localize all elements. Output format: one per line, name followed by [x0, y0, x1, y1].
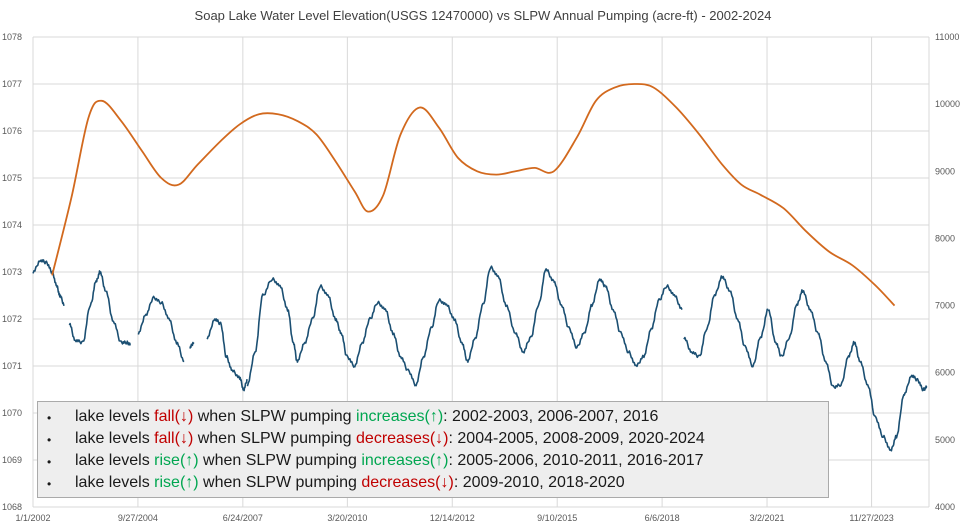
lake-level-line: [817, 332, 861, 390]
annotation-segment: decreases(↓): [356, 430, 449, 447]
lake-level-line: [415, 298, 469, 387]
y-left-tick-label: 1078: [2, 32, 22, 42]
bullet-icon: •: [47, 477, 52, 491]
annotation-segment: when SLPW pumping: [193, 430, 357, 447]
y-right-tick-label: 11000: [935, 32, 959, 42]
annotation-box: • lake levels fall(↓) when SLPW pumping i…: [37, 401, 829, 498]
annotation-segment: lake levels: [75, 452, 155, 469]
annotation-segment: lake levels: [75, 408, 155, 425]
y-left-tick-label: 1074: [2, 220, 22, 230]
y-left-tick-label: 1069: [2, 455, 22, 465]
y-left-tick-label: 1075: [2, 173, 22, 183]
y-right-tick-label: 6000: [935, 368, 955, 378]
lake-level-line: [296, 284, 356, 368]
lake-level-line: [189, 341, 195, 349]
y-right-tick-label: 4000: [935, 502, 955, 512]
x-tick-label: 1/1/2002: [15, 513, 50, 523]
lake-level-line: [105, 290, 131, 346]
annotation-segment: lake levels: [75, 474, 155, 491]
annotation-segment: : 2002-2003, 2006-2007, 2016: [443, 408, 659, 425]
x-tick-label: 3/20/2010: [327, 513, 367, 523]
lake-level-line: [604, 285, 645, 368]
lake-level-line: [553, 278, 607, 349]
annotation-segment: increases(↑): [361, 452, 449, 469]
x-tick-label: 6/6/2018: [645, 513, 680, 523]
y-left-tick-label: 1070: [2, 408, 22, 418]
bullet-icon: •: [47, 411, 52, 425]
y-right-tick-label: 9000: [935, 166, 955, 176]
x-tick-label: 12/14/2012: [430, 513, 475, 523]
lake-level-line: [683, 275, 731, 359]
lake-level-line: [767, 289, 819, 357]
annotation-segment: : 2009-2010, 2018-2020: [453, 474, 625, 491]
annotation-segment: rise(↑): [154, 474, 199, 491]
lake-level-line: [729, 290, 769, 368]
x-tick-label: 9/10/2015: [537, 513, 577, 523]
y-right-tick-label: 10000: [935, 99, 960, 109]
lake-level-line: [206, 318, 248, 392]
annotation-segment: rise(↑): [154, 452, 199, 469]
annotation-segment: decreases(↓): [361, 474, 454, 491]
annotation-segment: when SLPW pumping: [193, 408, 357, 425]
lake-level-line: [68, 270, 106, 345]
annotation-segment: increases(↑): [356, 408, 444, 425]
lake-level-line: [466, 265, 516, 363]
lake-level-line: [137, 295, 185, 363]
lake-level-line: [353, 300, 417, 387]
annotation-segment: when SLPW pumping: [198, 452, 362, 469]
lake-level-line: [903, 374, 928, 396]
lake-level-line: [642, 284, 683, 359]
y-left-tick-label: 1073: [2, 267, 22, 277]
annotation-segment: fall(↓): [154, 408, 194, 425]
left-axis-ticks: 1068 1069 1070 1071 1072 1073 1074 1075 1076 1077…: [2, 32, 22, 512]
y-right-tick-label: 8000: [935, 233, 955, 243]
bullet-icon: •: [47, 433, 52, 447]
right-axis-ticks: 4000 5000 6000 7000 8000 9000 10000 11000: [935, 32, 960, 512]
bullet-icon: •: [47, 455, 52, 469]
pumping-line: [51, 83, 896, 307]
y-right-tick-label: 5000: [935, 435, 955, 445]
y-left-tick-label: 1071: [2, 361, 22, 371]
x-tick-label: 6/24/2007: [223, 513, 263, 523]
x-tick-label: 3/2/2021: [750, 513, 785, 523]
lake-level-line: [246, 277, 298, 387]
y-left-tick-label: 1077: [2, 79, 22, 89]
x-tick-label: 11/27/2023: [849, 513, 893, 523]
lake-level-line: [514, 268, 555, 354]
y-left-tick-label: 1068: [2, 502, 22, 512]
y-left-tick-label: 1072: [2, 314, 22, 324]
x-axis-ticks: 1/1/2002 9/27/2004 6/24/2007 3/20/2010 12/14…: [15, 513, 893, 523]
lake-level-line: [32, 259, 65, 307]
chart-title: Soap Lake Water Level Elevation(USGS 124…: [195, 8, 772, 23]
lake-level-line: [859, 360, 905, 452]
annotation-segment: fall(↓): [154, 430, 194, 447]
series-lines: [32, 83, 928, 452]
annotation-segment: : 2005-2006, 2010-2011, 2016-2017: [448, 452, 704, 469]
annotation-segment: when SLPW pumping: [198, 474, 362, 491]
annotation-segment: : 2004-2005, 2008-2009, 2020-2024: [448, 430, 705, 447]
x-tick-label: 9/27/2004: [118, 513, 158, 523]
y-right-tick-label: 7000: [935, 301, 955, 311]
annotation-segment: lake levels: [75, 430, 155, 447]
y-left-tick-label: 1076: [2, 126, 22, 136]
